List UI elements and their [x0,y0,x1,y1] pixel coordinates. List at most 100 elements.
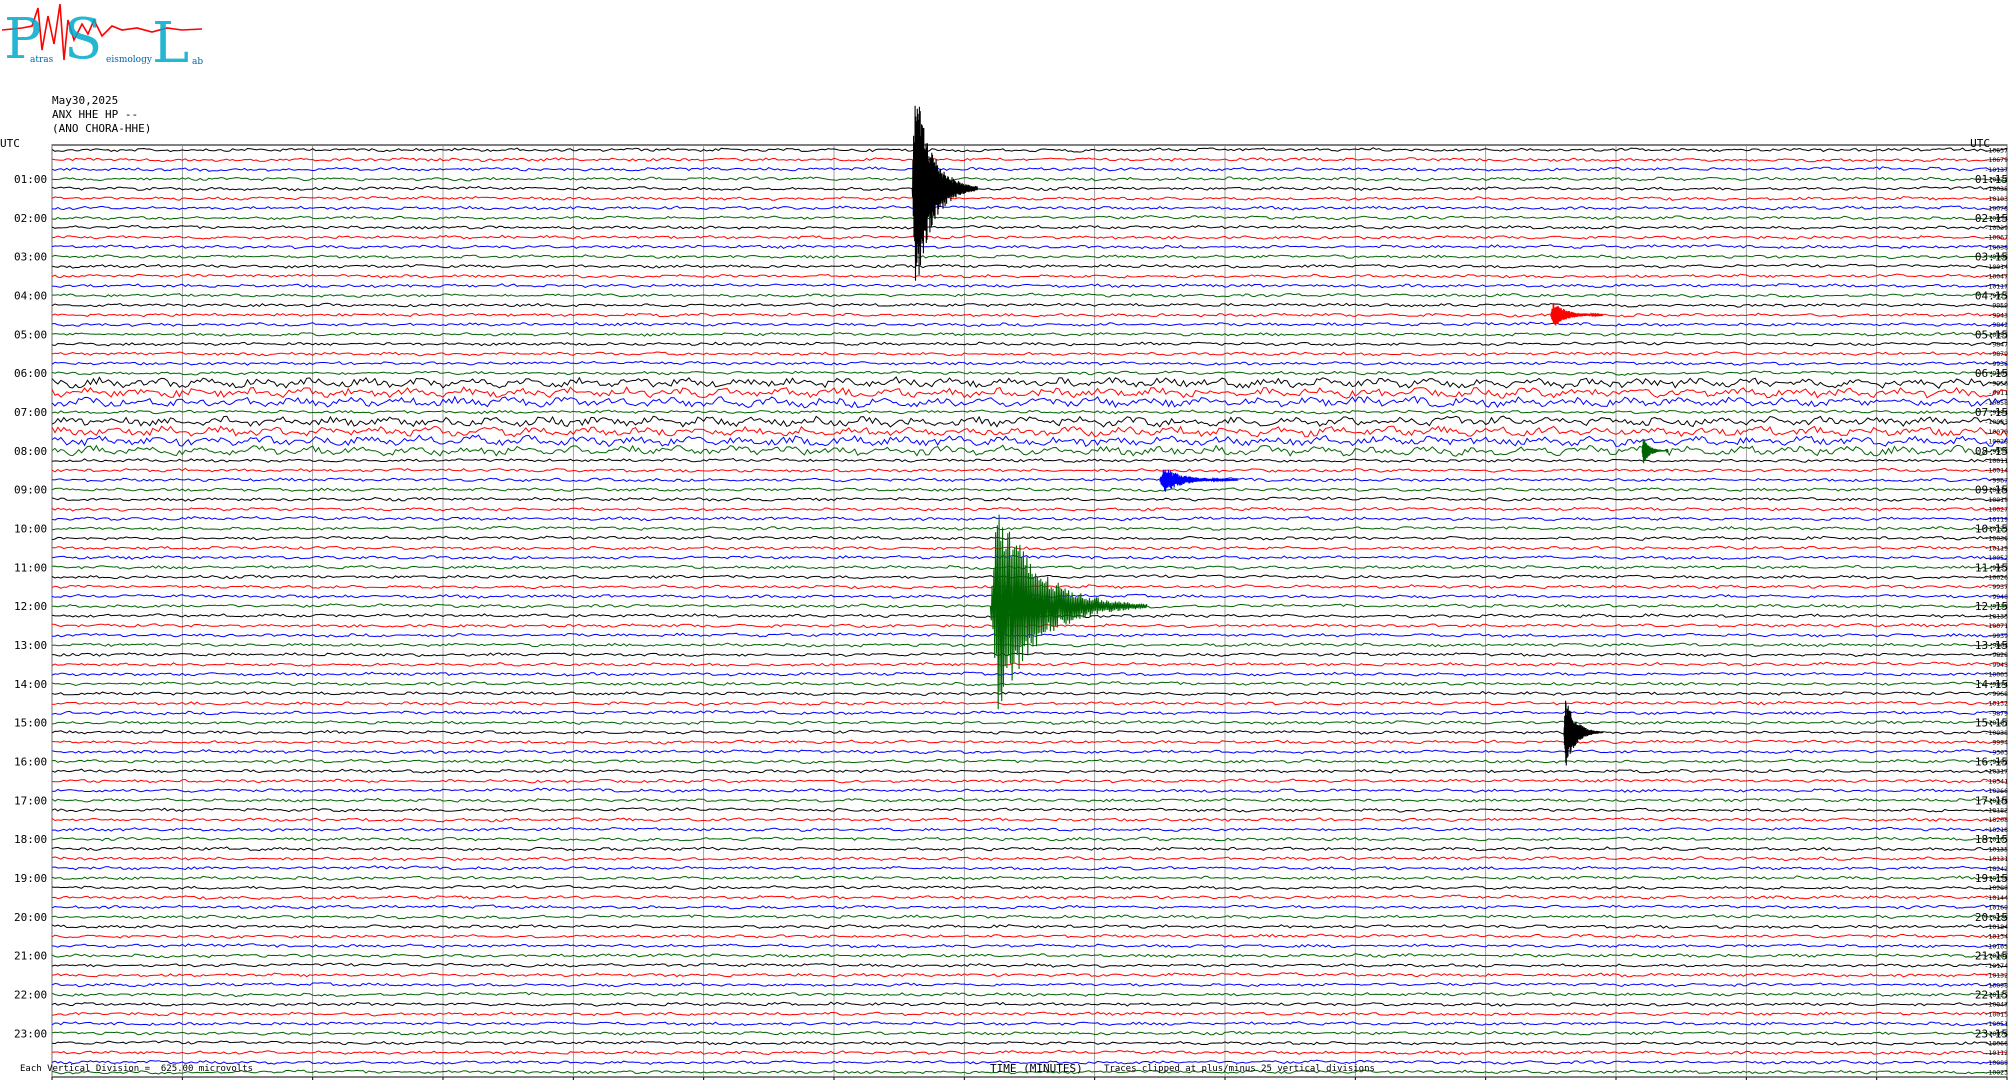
trace-line [51,894,2008,900]
trace-offset-label: -10066 [1985,1040,2009,1048]
trace-line [51,147,2008,153]
trace-offset-label: -10137 [1985,166,2009,174]
trace-offset-label: -9967 [1988,476,2008,484]
trace-offset-label: -10036 [1985,535,2009,543]
trace-line [51,351,2008,357]
footer-clip-note: Traces clipped at plus/minus 25 vertical… [1104,1064,1375,1074]
trace-offset-label: -10023 [1985,1069,2009,1077]
trace-line [51,166,2008,172]
trace-line [51,846,2008,852]
trace-line [51,409,2008,415]
trace-offset-label: -10026 [1985,574,2009,582]
trace-line [51,709,2008,716]
trace-line [51,254,2008,260]
trace-line [51,467,2008,473]
trace-line [51,690,2008,696]
trace-offset-label: -10125 [1985,991,2009,999]
hour-label-right: 01:15 [1975,173,2008,186]
trace-line [51,681,2008,687]
plot-grid [51,144,2008,1080]
trace-offset-label: -10132 [1985,700,2009,708]
trace-offset-label: -10019 [1985,496,2009,504]
header-site: (ANO CHORA-HHE) [52,122,152,135]
hour-label-left: 21:00 [14,950,47,963]
trace-offset-label: -9936 [1988,360,2008,368]
trace-offset-label: -10014 [1985,486,2009,494]
trace-line [51,807,2008,813]
hour-label-right: 15:15 [1975,717,2008,730]
trace-line [51,545,2008,551]
trace-line [51,856,2008,862]
trace-line [51,176,2008,182]
trace-offset-label: -9864 [1988,641,2008,649]
trace-offset-label: -10058 [1985,399,2009,407]
hour-label-right: 19:15 [1975,872,2008,885]
trace-offset-label: -10207 [1985,952,2009,960]
trace-line [51,535,2008,541]
trace-line [51,234,2008,240]
trace-line [51,244,2008,250]
trace-offset-label: -9943 [1988,661,2008,669]
trace-offset-label: -9911 [1988,389,2008,397]
trace-offset-label: -10131 [1985,855,2009,863]
hour-label-left: 22:00 [14,988,47,1001]
trace-line [51,1021,2008,1027]
trace-line [51,748,2008,755]
hour-label-right: 03:15 [1975,251,2008,264]
trace-line [51,904,2008,910]
trace-line [51,376,2008,389]
trace-line [51,506,2008,512]
trace-line [51,574,2008,580]
hour-label-right: 21:15 [1975,950,2008,963]
trace-offset-label: -10132 [1985,972,2009,980]
trace-offset-label: -9966 [1988,253,2008,261]
hour-label-left: 13:00 [14,639,47,652]
trace-line [51,651,2008,658]
trace-line [51,487,2008,493]
trace-offset-label: -10341 [1985,777,2009,785]
trace-line [51,1011,2008,1017]
hour-label-left: 19:00 [14,872,47,885]
trace-offset-label: -10035 [1985,185,2009,193]
logo-letter-l: L [152,11,189,76]
trace-line [51,924,2008,929]
trace-offset-label: -10218 [1985,826,2009,834]
left-axis-title: UTC [0,137,20,150]
header-date: May30,2025 [52,94,119,107]
trace-line [51,516,2008,522]
trace-line [51,991,2008,998]
trace-offset-label: -10063 [1985,671,2009,679]
trace-line [51,787,2008,793]
trace-offset-label: -10011 [1985,457,2009,465]
trace-line [51,943,2008,949]
trace-offset-label: -10027 [1985,506,2009,514]
trace-offset-label: -9959 [1988,302,2008,310]
trace-line [51,195,2008,201]
trace-line [51,185,2008,192]
trace-line [51,778,2008,784]
event-burst [911,105,978,281]
hour-label-left: 14:00 [14,678,47,691]
trace-line [51,700,2008,706]
hour-label-left: 16:00 [14,755,47,768]
logo-subtitle-2: eismology [106,55,153,65]
trace-line [51,1030,2008,1036]
trace-offset-label: -10076 [1985,1030,2009,1038]
hour-label-right: 09:15 [1975,484,2008,497]
trace-offset-label: -10119 [1985,544,2009,552]
trace-line [51,865,2008,871]
trace-line [51,444,2008,457]
right-axis-title: UTC [1970,137,1990,150]
trace-offset-label: -9847 [1988,341,2008,349]
trace-line [51,962,2007,968]
hour-label-right: 13:15 [1975,639,2008,652]
hour-label-right: 20:15 [1975,911,2008,924]
trace-offset-label: -10165 [1985,836,2009,844]
trace-offset-label: -10053 [1985,331,2009,339]
logo-letter-p: P [4,7,42,72]
trace-offset-label: -10047 [1985,1001,2009,1009]
hour-label-right: 08:15 [1975,445,2008,458]
trace-offset-label: -9925 [1988,292,2008,300]
trace-offset-label: -10117 [1985,282,2009,290]
trace-offset-label: -10125 [1985,525,2009,533]
